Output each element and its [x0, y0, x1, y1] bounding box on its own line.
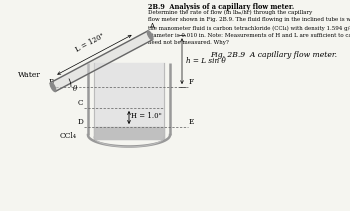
Text: Fig. 2B.9  A capillary flow meter.: Fig. 2B.9 A capillary flow meter. [210, 51, 337, 59]
Text: h = L sin θ: h = L sin θ [186, 57, 226, 65]
Ellipse shape [50, 83, 56, 92]
Text: the manometer fluid is carbon tetrachloride (CCl₄) with density 1.594 g/cm³. The: the manometer fluid is carbon tetrachlor… [148, 25, 350, 31]
Polygon shape [51, 31, 153, 91]
Text: θ: θ [72, 85, 77, 93]
Text: flow meter shown in Fig. 2B.9. The fluid flowing in the inclined tube is water a: flow meter shown in Fig. 2B.9. The fluid… [148, 18, 350, 23]
Text: Determine the rate of flow (in lbₘ/hr) through the capillary: Determine the rate of flow (in lbₘ/hr) t… [148, 10, 312, 15]
Text: E: E [189, 118, 194, 126]
Text: D: D [77, 118, 83, 126]
Text: H = 1.0": H = 1.0" [131, 112, 162, 120]
Text: C: C [77, 99, 83, 107]
Text: Water: Water [18, 71, 41, 79]
Text: need not be measured. Why?: need not be measured. Why? [148, 40, 229, 45]
Text: L = 120": L = 120" [75, 32, 106, 54]
Text: CCl₄: CCl₄ [60, 132, 77, 140]
Text: A: A [149, 22, 154, 30]
Text: 2B.9  Analysis of a capillary flow meter.: 2B.9 Analysis of a capillary flow meter. [148, 3, 294, 11]
Text: F: F [189, 78, 194, 86]
Text: diameter is 0.010 in. Note: Measurements of H and L are sufficient to calculate : diameter is 0.010 in. Note: Measurements… [148, 32, 350, 38]
Ellipse shape [147, 31, 153, 40]
Text: B: B [49, 78, 54, 86]
